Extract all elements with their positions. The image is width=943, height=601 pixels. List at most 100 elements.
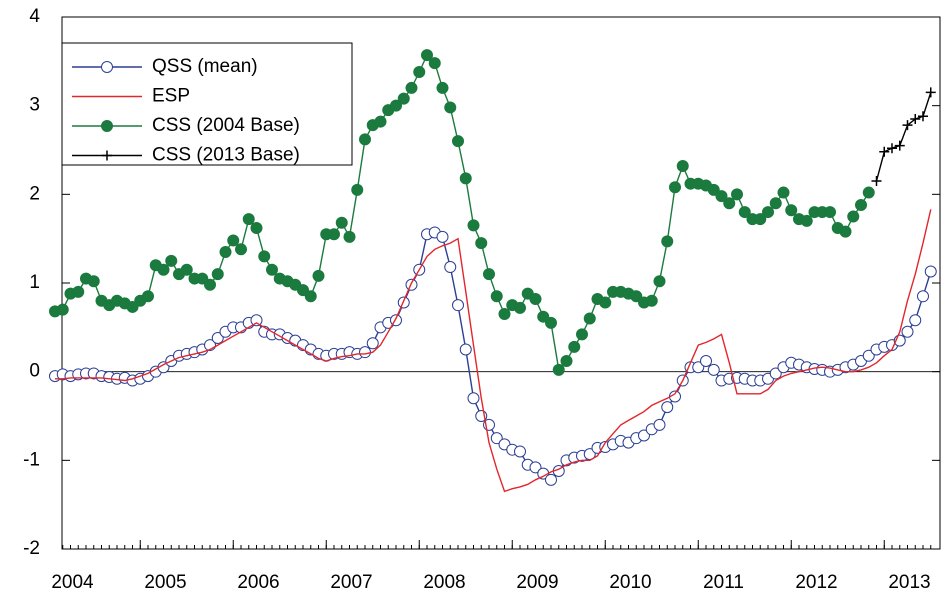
point: [925, 87, 936, 98]
point: [560, 355, 573, 368]
point: [537, 310, 550, 323]
point: [101, 120, 113, 132]
point: [599, 296, 612, 309]
point: [901, 325, 914, 338]
point: [924, 265, 937, 278]
point: [157, 263, 170, 276]
y-tick-label: 2: [29, 183, 40, 204]
point: [366, 337, 379, 350]
point: [917, 290, 929, 303]
point: [211, 268, 224, 281]
point: [436, 81, 449, 94]
point: [258, 250, 271, 263]
point: [661, 401, 674, 414]
point: [871, 176, 882, 187]
point: [459, 343, 472, 356]
point: [529, 461, 542, 474]
point: [576, 328, 588, 341]
point: [545, 473, 557, 486]
point: [87, 275, 100, 288]
point: [101, 61, 113, 73]
point: [700, 355, 712, 368]
point: [887, 143, 897, 154]
point: [452, 135, 464, 148]
point: [126, 300, 139, 313]
point: [250, 314, 263, 327]
point: [692, 361, 705, 374]
point: [669, 181, 681, 194]
point: [413, 65, 426, 78]
point: [304, 290, 317, 303]
point: [359, 133, 371, 146]
point: [490, 290, 503, 303]
point: [800, 214, 813, 227]
point: [653, 418, 666, 431]
legend-label: CSS (2013 Base): [152, 145, 300, 166]
point: [568, 340, 581, 353]
legend: QSS (mean) ESP CSS (2004 Base) CSS (2013 Ba…: [61, 42, 353, 166]
point: [545, 316, 557, 329]
point: [762, 206, 774, 219]
point: [754, 213, 767, 226]
point: [879, 146, 890, 157]
point: [56, 303, 69, 316]
point: [918, 111, 928, 122]
point: [335, 216, 348, 229]
x-tick-label: 2004: [51, 572, 94, 593]
x-tick-label: 2011: [703, 572, 744, 593]
point: [475, 237, 488, 250]
point: [390, 99, 402, 112]
point: [102, 150, 112, 161]
series-line: [55, 209, 932, 493]
point: [839, 225, 852, 238]
point: [552, 363, 565, 376]
point: [343, 230, 356, 243]
x-tick-label: 2009: [516, 572, 558, 593]
point: [444, 101, 457, 114]
point: [72, 285, 85, 298]
point: [359, 346, 371, 359]
point: [738, 206, 751, 219]
point: [397, 92, 410, 105]
point: [204, 278, 216, 291]
point: [909, 314, 922, 327]
point: [459, 172, 472, 185]
point: [467, 219, 480, 232]
x-tick-label: 2006: [237, 572, 279, 593]
legend-label: QSS (mean): [152, 56, 258, 77]
point: [242, 213, 255, 226]
point: [894, 140, 905, 151]
point: [902, 120, 913, 131]
point: [328, 228, 340, 241]
point: [855, 198, 867, 211]
point: [707, 363, 720, 376]
point: [227, 234, 240, 247]
point: [312, 269, 325, 282]
point: [769, 367, 782, 380]
legend-label: CSS (2004 Base): [152, 115, 300, 136]
point: [297, 284, 309, 297]
point: [723, 197, 736, 210]
point: [514, 301, 526, 314]
point: [498, 308, 511, 321]
point: [211, 331, 224, 344]
y-tick-label: 0: [29, 361, 40, 382]
y-tick-label: 4: [29, 6, 40, 27]
point: [676, 159, 689, 172]
point: [630, 290, 643, 303]
point: [483, 268, 495, 281]
point: [250, 222, 263, 235]
point: [421, 49, 433, 62]
point: [910, 113, 921, 124]
y-tick-label: 1: [29, 272, 40, 293]
point: [444, 261, 457, 274]
point: [653, 275, 666, 288]
point: [661, 235, 674, 248]
point: [165, 254, 178, 267]
point: [374, 115, 387, 128]
point: [769, 197, 782, 210]
series-line: [875, 92, 932, 182]
point: [731, 188, 743, 201]
point: [142, 290, 154, 303]
point: [715, 190, 728, 203]
